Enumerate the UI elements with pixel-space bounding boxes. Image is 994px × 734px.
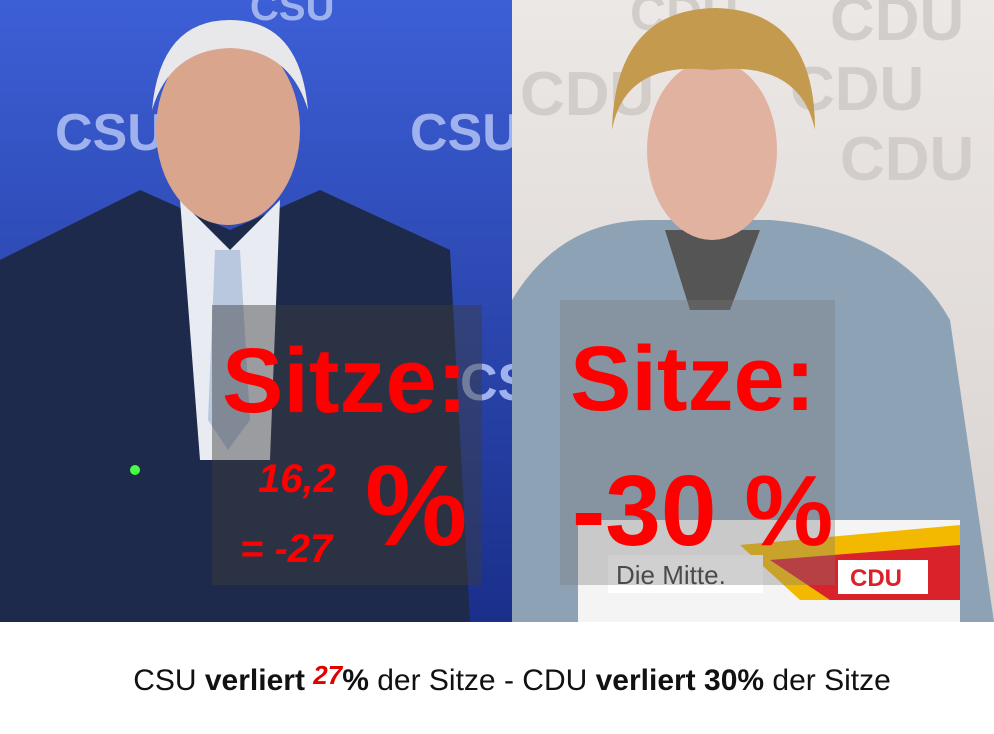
caption-part: der Sitze - CDU bbox=[369, 664, 596, 697]
backdrop-logo: CSU bbox=[250, 0, 334, 29]
hair bbox=[612, 8, 815, 130]
top bbox=[665, 230, 760, 310]
face bbox=[156, 35, 300, 225]
overlay-heading: Sitze: bbox=[570, 328, 815, 430]
slogan-box bbox=[608, 555, 763, 593]
overlay-box bbox=[212, 305, 482, 585]
hair bbox=[152, 20, 308, 110]
caption-part: der Sitze bbox=[764, 664, 891, 697]
light bbox=[130, 465, 140, 475]
logo-box bbox=[838, 560, 928, 594]
left-photo: CSU CSU CSU CSU bbox=[0, 0, 570, 622]
tie bbox=[208, 250, 250, 450]
overlay-box bbox=[560, 300, 835, 585]
backdrop-logo: CSU bbox=[55, 104, 165, 162]
caption: CSU verliert 27% der Sitze - CDU verlier… bbox=[133, 660, 891, 697]
right-photo: CDU CDU CDU CDU CDU Die Mitte. CDU bbox=[512, 0, 994, 622]
overlay-share: 16,2 bbox=[258, 457, 336, 501]
overlay-heading: Sitze: bbox=[222, 330, 467, 432]
backdrop-logo: CDU bbox=[840, 125, 974, 194]
podium-slogan: Die Mitte. bbox=[616, 560, 726, 590]
overlay-unit: % bbox=[365, 442, 467, 570]
backdrop-logo: CSU bbox=[410, 104, 520, 162]
backdrop-logo: CDU bbox=[830, 0, 964, 54]
caption-part: CSU bbox=[133, 664, 205, 697]
face bbox=[647, 60, 777, 240]
caption-part: verliert 30% bbox=[596, 664, 764, 697]
overlay-change: = -27 bbox=[240, 527, 334, 571]
caption-part: verliert bbox=[205, 664, 313, 697]
overlay-change: -30 % bbox=[572, 455, 833, 567]
caption-part: 27 bbox=[312, 660, 343, 690]
podium-logo: CDU bbox=[850, 565, 902, 592]
caption-part: % bbox=[342, 664, 369, 697]
